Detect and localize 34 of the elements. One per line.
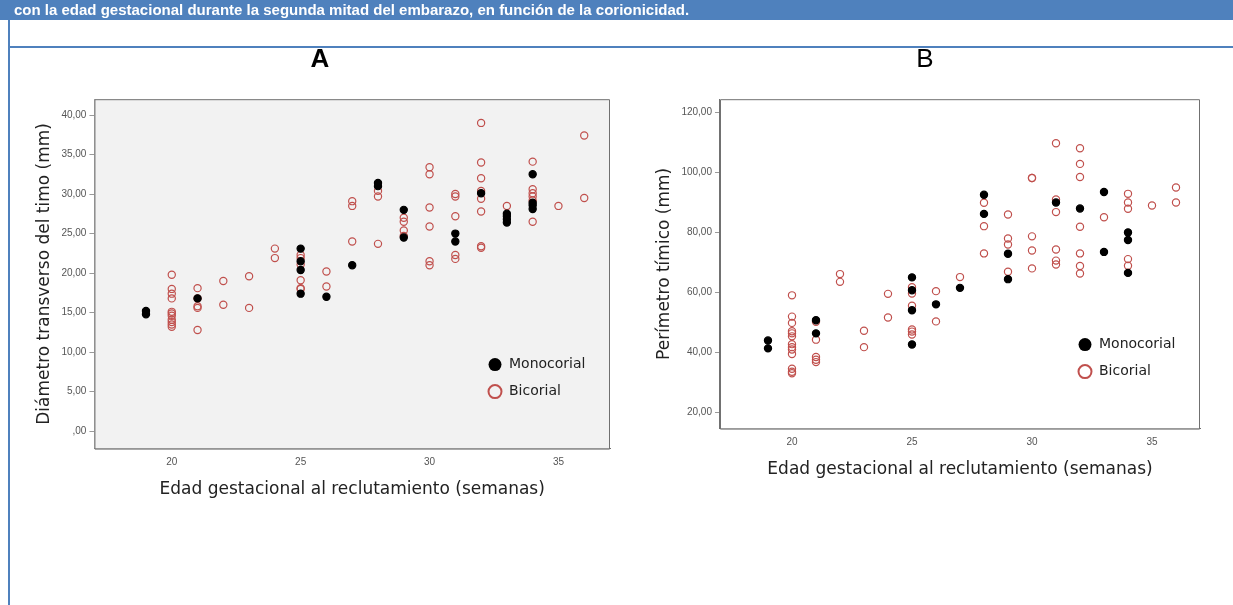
y-tick-label: 15,00	[61, 306, 87, 318]
y-tick-label: 60,00	[686, 286, 713, 298]
y-tick-label: 5,00	[66, 385, 87, 397]
legend-label: Bicorial	[1099, 362, 1151, 379]
x-tick-label: 35	[1146, 436, 1158, 448]
x-tick-label: 30	[423, 456, 436, 468]
x-tick-label: 35	[552, 456, 565, 468]
y-axis-title: Perímetro tímico (mm)	[652, 167, 673, 360]
y-tick-label: 35,00	[61, 148, 87, 160]
chart-title: B	[916, 42, 934, 73]
chart-title: A	[310, 42, 330, 73]
x-axis-title: Edad gestacional al reclutamiento (semanas)	[767, 458, 1153, 479]
y-tick-label: ,00	[72, 424, 87, 436]
x-tick-label: 30	[1026, 436, 1038, 448]
x-tick-label: 25	[295, 456, 307, 468]
y-tick-label: 100,00	[681, 166, 713, 178]
y-tick-label: 10,00	[61, 345, 87, 357]
legend-label: Monocorial	[1099, 335, 1176, 352]
y-tick-label: 40,00	[61, 108, 87, 120]
legend-label: Bicorial	[509, 382, 561, 399]
x-axis-title: Edad gestacional al reclutamiento (semanas)	[159, 478, 545, 499]
y-tick-label: 30,00	[61, 187, 87, 199]
x-tick-label: 25	[906, 436, 918, 448]
x-tick-label: 20	[166, 456, 178, 468]
y-tick-label: 25,00	[61, 227, 87, 239]
y-tick-label: 20,00	[686, 405, 713, 417]
x-tick-label: 20	[786, 436, 798, 448]
y-tick-label: 20,00	[61, 266, 87, 278]
legend-label: Monocorial	[509, 355, 586, 372]
y-tick-label: 120,00	[681, 106, 713, 118]
y-tick-label: 80,00	[686, 226, 713, 238]
y-axis-title: Diámetro transverso del timo (mm)	[32, 123, 53, 425]
y-tick-label: 40,00	[686, 345, 713, 357]
text: con la edad gestacional durante la segunda mitad del embarazo, en función de la corionicidad.	[0, 0, 1233, 20]
